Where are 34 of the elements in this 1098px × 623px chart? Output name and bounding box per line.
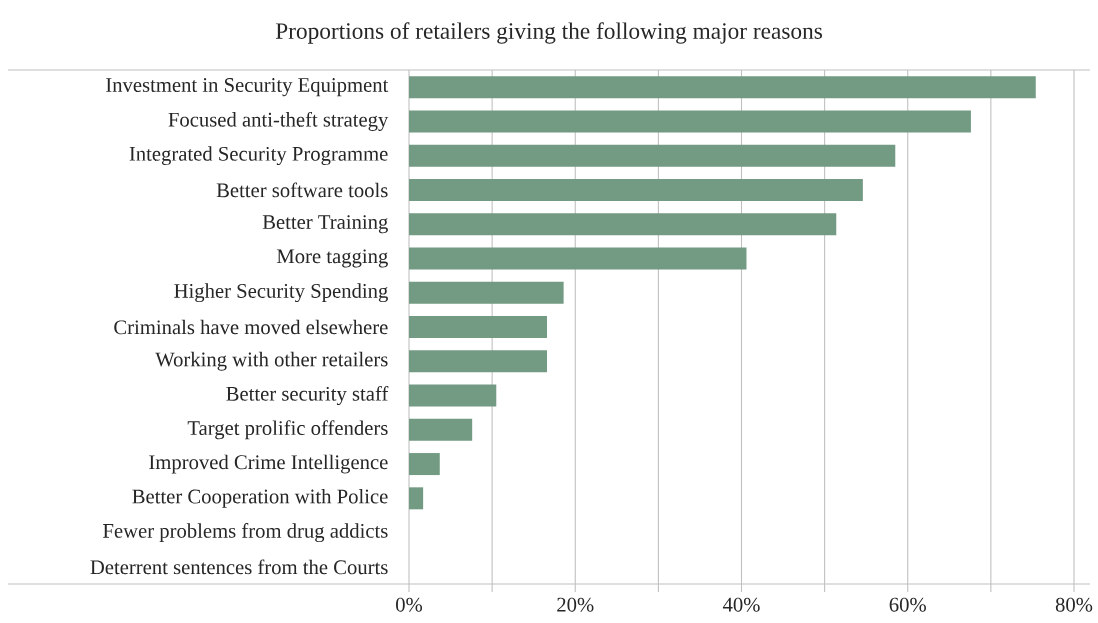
y-tick-label: Fewer problems from drug addicts xyxy=(103,523,388,543)
y-tick-label: Working with other retailers xyxy=(155,351,388,371)
y-tick-label: Integrated Security Programme xyxy=(129,146,388,166)
y-tick-label: Higher Security Spending xyxy=(174,283,388,303)
y-tick-label: Better software tools xyxy=(216,182,388,198)
bar xyxy=(409,110,971,133)
bar xyxy=(409,76,1036,99)
bar xyxy=(409,178,863,201)
x-tick-label: 80% xyxy=(1055,597,1093,612)
bar xyxy=(409,418,473,441)
bar xyxy=(409,281,564,304)
bar xyxy=(409,350,547,373)
x-tick-label: 40% xyxy=(722,597,760,612)
y-tick-label: Improved Crime Intelligence xyxy=(149,454,388,474)
x-tick-label: 20% xyxy=(557,597,594,612)
y-tick-label: Criminals have moved elsewhere xyxy=(114,319,388,335)
bar xyxy=(409,213,837,236)
bar xyxy=(409,384,497,407)
y-tick-label: Target prolific offenders xyxy=(187,420,388,440)
bar xyxy=(409,487,424,510)
x-tick-label: 0% xyxy=(396,597,423,612)
bar xyxy=(409,453,440,476)
y-tick-label: More tagging xyxy=(276,249,388,268)
bar xyxy=(409,247,747,270)
bar xyxy=(409,144,896,167)
y-tick-label: Better security staff xyxy=(226,386,389,406)
y-tick-label: Focused anti-theft strategy xyxy=(168,111,389,131)
y-tick-label: Better Training xyxy=(262,215,388,234)
y-tick-label: Better Cooperation with Police xyxy=(132,488,388,508)
y-tick-label: Deterrent sentences from the Courts xyxy=(90,559,388,575)
y-tick-label: Investment in Security Equipment xyxy=(106,78,389,97)
bar xyxy=(409,315,547,338)
chart-title: Proportions of retailers giving the following major reasons xyxy=(275,22,823,44)
x-tick-label: 60% xyxy=(889,597,926,612)
